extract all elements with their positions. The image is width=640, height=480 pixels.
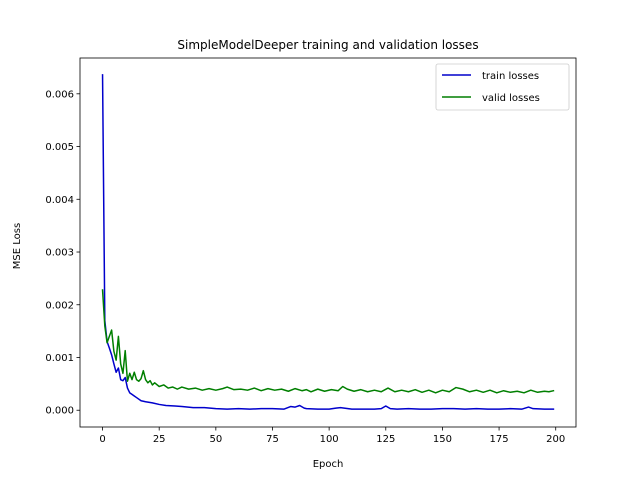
y-tick-label: 0.000 xyxy=(45,406,74,417)
y-tick-label: 0.006 xyxy=(45,89,74,100)
legend-label-train: train losses xyxy=(482,71,539,82)
chart-title: SimpleModelDeeper training and validatio… xyxy=(177,38,478,52)
x-tick-label: 125 xyxy=(376,434,395,445)
x-tick-label: 0 xyxy=(99,434,105,445)
series-line-train xyxy=(101,74,555,410)
x-tick-label: 75 xyxy=(266,434,279,445)
legend-label-valid: valid losses xyxy=(482,93,540,104)
x-tick-label: 150 xyxy=(433,434,452,445)
y-tick-label: 0.003 xyxy=(45,248,74,259)
y-tick-label: 0.002 xyxy=(45,300,74,311)
x-axis-label: Epoch xyxy=(313,459,344,470)
series-line-valid xyxy=(101,289,555,394)
x-tick-label: 175 xyxy=(490,434,509,445)
y-tick-label: 0.001 xyxy=(45,353,74,364)
y-tick-label: 0.004 xyxy=(45,195,74,206)
x-tick-label: 100 xyxy=(320,434,339,445)
legend: train losses valid losses xyxy=(435,63,570,111)
y-axis-label: MSE Loss xyxy=(12,223,23,269)
x-tick-label: 200 xyxy=(546,434,565,445)
x-tick-label: 50 xyxy=(209,434,222,445)
plot-area: 0 25 50 75 100 125 150 175 200 0.000 0.001 0.002 0.0… xyxy=(45,57,577,445)
axes-frame xyxy=(79,57,577,428)
x-tick-label: 25 xyxy=(153,434,166,445)
y-tick-label: 0.005 xyxy=(45,142,74,153)
